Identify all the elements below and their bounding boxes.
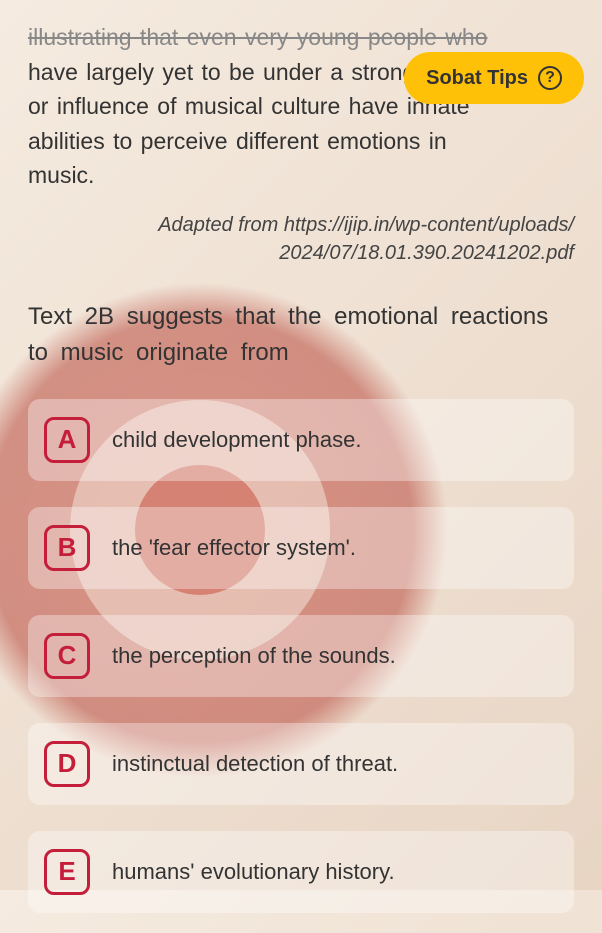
option-text-a: child development phase.	[112, 427, 362, 453]
question-text: Text 2B suggests that the emotional reac…	[28, 299, 574, 371]
option-text-e: humans' evolutionary history.	[112, 859, 395, 885]
option-e[interactable]: E humans' evolutionary history.	[28, 831, 574, 913]
content-area: illustrating that even very young people…	[0, 0, 602, 933]
sobat-tips-button[interactable]: Sobat Tips ?	[404, 52, 584, 104]
citation: Adapted from https://ijip.in/wp-content/…	[28, 211, 574, 267]
option-a[interactable]: A child development phase.	[28, 399, 574, 481]
option-text-b: the 'fear effector system'.	[112, 535, 356, 561]
option-letter-d: D	[44, 741, 90, 787]
passage-line-4: abilities to perceive different emotions…	[28, 128, 447, 154]
option-letter-e: E	[44, 849, 90, 895]
passage-line-struck: illustrating that even very young people…	[28, 24, 488, 50]
passage-line-5: music.	[28, 162, 94, 188]
citation-line-2: 2024/07/18.01.390.20241202.pdf	[279, 242, 574, 264]
option-b[interactable]: B the 'fear effector system'.	[28, 507, 574, 589]
options-list: A child development phase. B the 'fear e…	[28, 399, 574, 913]
option-c[interactable]: C the perception of the sounds.	[28, 615, 574, 697]
help-icon: ?	[538, 66, 562, 90]
option-letter-a: A	[44, 417, 90, 463]
option-letter-c: C	[44, 633, 90, 679]
sobat-tips-label: Sobat Tips	[426, 67, 528, 90]
option-text-d: instinctual detection of threat.	[112, 751, 398, 777]
option-d[interactable]: D instinctual detection of threat.	[28, 723, 574, 805]
citation-line-1: Adapted from https://ijip.in/wp-content/…	[158, 214, 574, 236]
passage-text: illustrating that even very young people…	[28, 20, 574, 193]
option-letter-b: B	[44, 525, 90, 571]
passage-line-3: or influence of musical culture have inn…	[28, 93, 470, 119]
option-text-c: the perception of the sounds.	[112, 643, 396, 669]
